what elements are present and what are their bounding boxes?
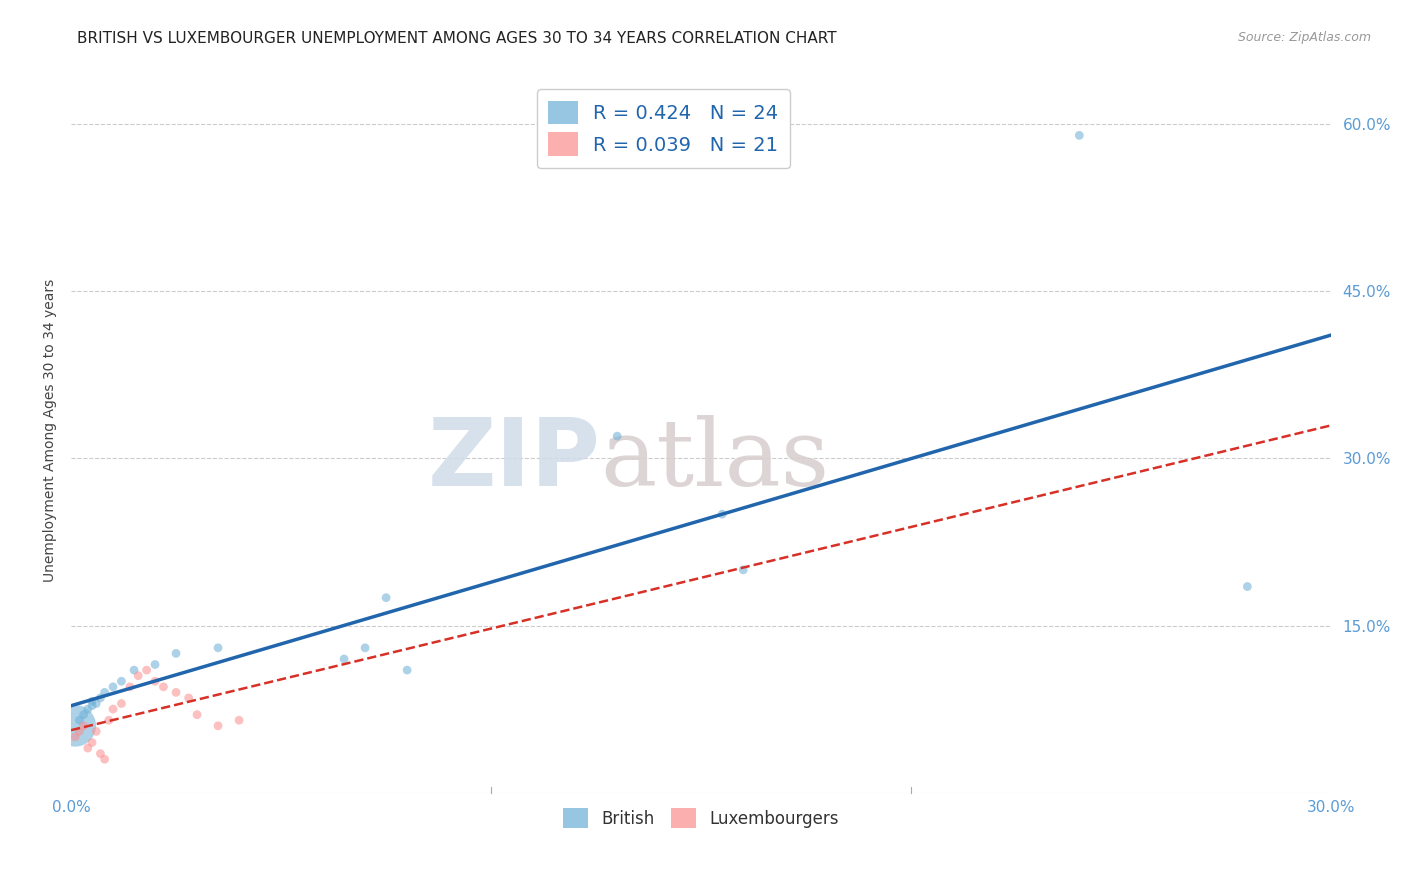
Point (72, 719, 94, 733)
Text: Source: ZipAtlas.com: Source: ZipAtlas.com (1237, 31, 1371, 45)
Point (63, 730, 86, 744)
Point (152, 680, 174, 694)
Point (93, 752, 115, 766)
Text: ZIP: ZIP (427, 414, 600, 506)
Point (396, 663, 419, 677)
Point (186, 707, 208, 722)
Point (101, 702, 124, 716)
Point (228, 713, 250, 727)
Point (207, 640, 229, 655)
Text: atlas: atlas (600, 415, 830, 505)
Point (80, 735, 103, 749)
Point (110, 674, 132, 689)
Point (122, 663, 145, 677)
Text: BRITISH VS LUXEMBOURGER UNEMPLOYMENT AMONG AGES 30 TO 34 YEARS CORRELATION CHART: BRITISH VS LUXEMBOURGER UNEMPLOYMENT AMO… (77, 31, 837, 46)
Point (127, 668, 149, 682)
Point (89, 690, 111, 705)
Point (93, 685, 115, 699)
Point (711, 507, 734, 521)
Y-axis label: Unemployment Among Ages 30 to 34 years: Unemployment Among Ages 30 to 34 years (44, 279, 58, 582)
Point (118, 680, 141, 694)
Point (84, 724, 107, 739)
Point (67, 713, 90, 727)
Point (67, 724, 90, 739)
Point (97, 713, 120, 727)
Point (143, 657, 166, 672)
Point (76, 702, 98, 716)
Point (1236, 580, 1258, 594)
Point (143, 674, 166, 689)
Point (110, 697, 132, 711)
Point (135, 663, 157, 677)
Point (80, 698, 103, 713)
Legend: British, Luxembourgers: British, Luxembourgers (557, 801, 846, 835)
Point (101, 680, 124, 694)
Point (207, 719, 229, 733)
Point (1069, 128, 1091, 143)
Point (89, 747, 111, 761)
Point (76, 741, 98, 756)
Point (165, 685, 187, 699)
Point (165, 647, 187, 661)
Point (733, 563, 755, 577)
Point (84, 697, 107, 711)
Point (80, 694, 103, 708)
Point (375, 591, 398, 605)
Point (354, 640, 377, 655)
Point (177, 690, 200, 705)
Point (606, 429, 628, 443)
Point (333, 652, 356, 666)
Point (72, 707, 94, 722)
Point (63, 719, 86, 733)
